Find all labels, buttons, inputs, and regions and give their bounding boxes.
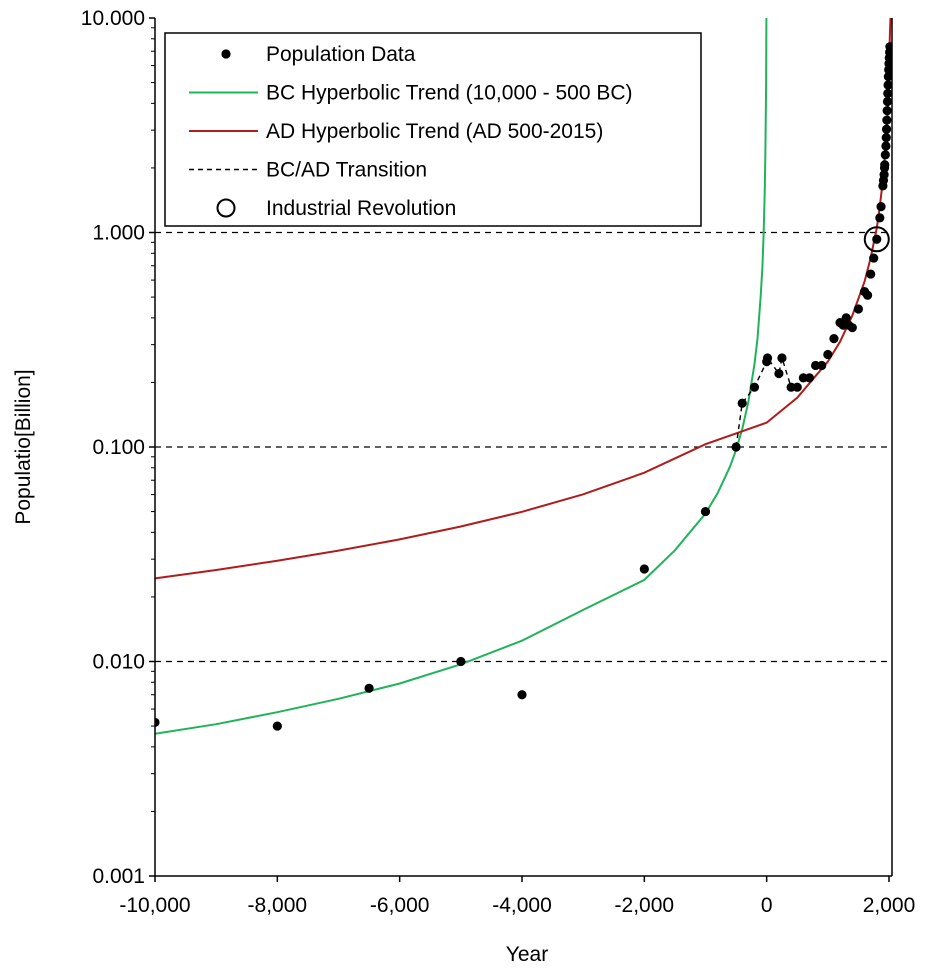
data-point-17 [804,373,815,383]
data-point-4 [517,690,527,700]
data-point-9 [749,382,760,392]
industrial-revolution-marker [863,226,890,253]
data-point-26 [847,323,857,333]
data-point-47 [883,88,892,99]
data-point-0 [155,717,160,728]
data-point-19 [817,360,827,371]
legend-dot-symbol [221,49,231,59]
data-point-34 [876,202,886,212]
data-point-44 [882,115,892,125]
data-point-24 [841,313,851,323]
data-point-31 [869,253,879,263]
legend-label-0: Population Data [266,43,416,66]
legend-label-1: BC Hyperbolic Trend (10,000 - 500 BC) [266,82,633,105]
data-point-27 [853,304,864,314]
data-point-21 [829,334,839,344]
reference-lines [155,231,892,663]
data-point-33 [875,213,885,223]
data-point-6 [700,506,711,517]
data-point-2 [364,683,374,693]
legend-box [164,32,702,227]
data-point-8 [737,398,747,408]
data-point-48 [883,80,892,90]
x-axis-title: Year [506,943,548,966]
x-tick-label-1: -8,000 [248,894,308,917]
data-point-41 [881,141,891,151]
data-point-49 [883,72,892,82]
y-tick-label-4: 10.000 [81,7,145,30]
y-axis-title: Populatio[Billion] [12,369,35,524]
legend-circle-symbol [216,198,236,218]
chart-series [155,18,892,735]
data-point-20 [823,349,833,360]
data-point-3 [456,656,466,667]
data-point-46 [882,96,892,107]
data-point-1 [272,721,282,731]
data-point-43 [881,124,892,134]
data-point-42 [881,132,891,143]
data-point-29 [862,290,873,300]
legend-label-3: BC/AD Transition [266,159,427,182]
data-point-40 [880,150,890,160]
data-point-15 [792,382,802,392]
x-tick-label-2: -6,000 [370,894,430,917]
data-point-32 [872,234,882,244]
legend-label-4: Industrial Revolution [266,197,456,220]
data-point-11 [762,353,773,363]
data-point-30 [866,269,876,279]
x-tick-label-4: -2,000 [615,894,675,917]
data-point-13 [777,353,787,363]
chart-legend: Population Data BC Hyperbolic Trend (10,0… [164,32,702,227]
data-point-54 [885,42,892,52]
data-point-7 [731,442,741,452]
x-tick-label-5: 0 [761,894,773,917]
data-point-12 [774,368,784,379]
y-tick-label-1: 0.010 [92,651,145,674]
chart-axes: 0.001 0.010 0.100 1.000 10.000 -10,000 -8,000 -… [81,7,916,917]
data-point-37 [879,170,889,180]
data-point-45 [882,106,892,116]
x-tick-label-6: 2,000 [863,894,916,917]
data-point-39 [880,160,890,170]
x-tick-label-3: -4,000 [492,894,552,917]
y-tick-label-3: 1.000 [92,222,145,245]
series-line-1 [155,18,768,735]
x-tick-label-0: -10,000 [119,894,190,917]
data-point-5 [639,564,649,574]
y-tick-label-0: 0.001 [92,865,145,888]
y-tick-label-2: 0.100 [92,436,145,459]
legend-label-2: AD Hyperbolic Trend (AD 500-2015) [266,120,603,143]
